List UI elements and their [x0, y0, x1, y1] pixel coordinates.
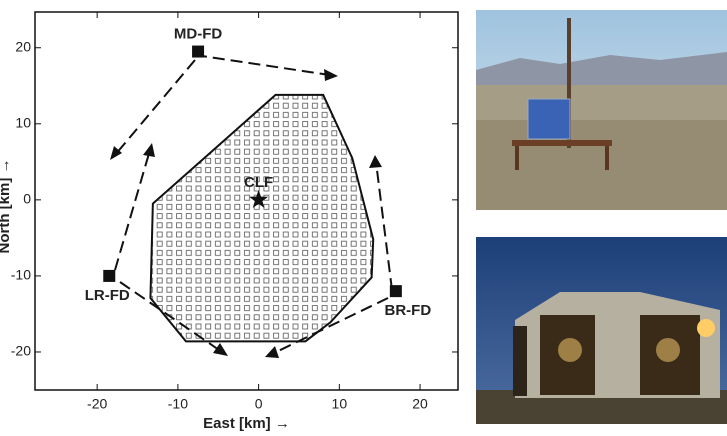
- x-axis-label: East [km] →: [203, 415, 290, 432]
- x-tick-label: -20: [87, 396, 107, 412]
- array-boundary: [150, 95, 373, 341]
- x-tick-label: -10: [168, 396, 188, 412]
- y-tick-label: -20: [11, 343, 31, 359]
- arrow-head: [213, 343, 228, 356]
- page: {"chart_data": {"type": "scatter", "x_la…: [0, 0, 727, 436]
- arrow: [115, 150, 150, 270]
- x-tick-label: 0: [255, 396, 263, 412]
- plot: -20 -10 0 10 20 -20 -10 0 10 20 East [km] → North […: [0, 12, 458, 432]
- photo-detector: [476, 10, 727, 210]
- station-label: CLF: [244, 174, 273, 191]
- arrow-head: [265, 346, 279, 358]
- arrow: [376, 162, 392, 290]
- arrow-head: [324, 69, 338, 81]
- arrow-head: [143, 143, 155, 157]
- arrow: [115, 60, 195, 155]
- arrow-head: [369, 155, 382, 168]
- station-marker: [103, 270, 115, 282]
- y-axis-label: North [km] →: [0, 159, 13, 254]
- arrow: [195, 55, 330, 75]
- y-tick-label: 0: [23, 191, 31, 207]
- x-tick-label: 10: [332, 396, 348, 412]
- y-tick-label: 10: [15, 115, 31, 131]
- x-tick-label: 20: [412, 396, 428, 412]
- photo-station: [476, 237, 727, 424]
- y-tick-label: -10: [11, 267, 31, 283]
- station-label: BR-FD: [385, 302, 432, 319]
- figure: -20 -10 0 10 20 -20 -10 0 10 20 East [km] → North […: [0, 0, 727, 436]
- station-label: LR-FD: [85, 287, 130, 304]
- station-label: MD-FD: [174, 26, 222, 43]
- y-tick-label: 20: [15, 38, 31, 54]
